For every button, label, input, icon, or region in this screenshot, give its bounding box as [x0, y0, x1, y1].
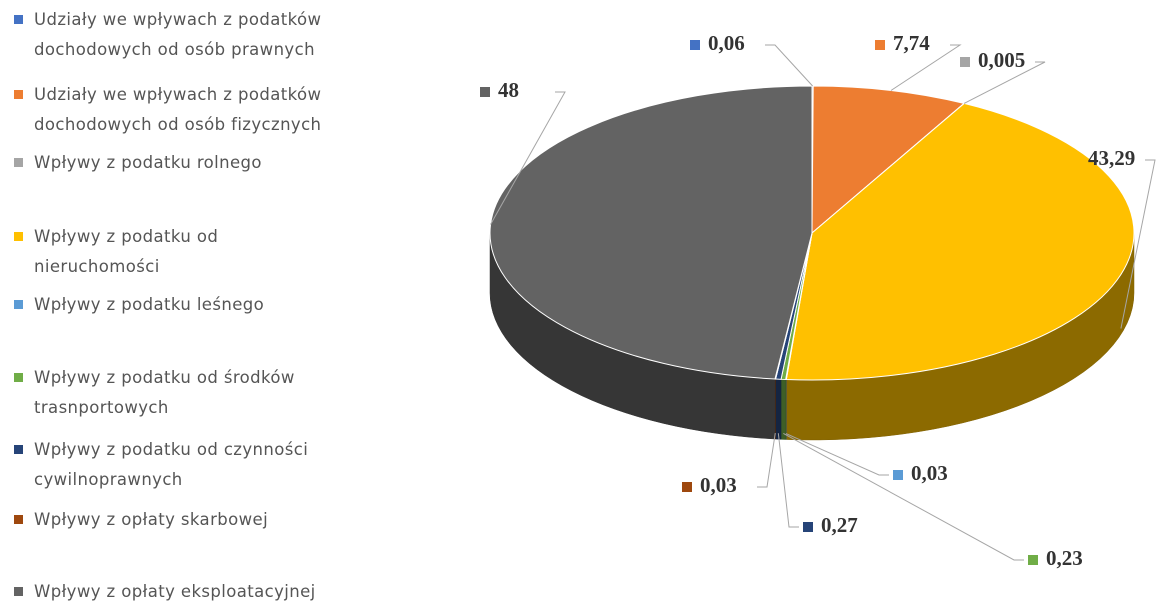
label-swatch: [893, 470, 903, 480]
data-label: 48: [498, 78, 519, 102]
legend-swatch: [14, 445, 23, 454]
label-swatch: [803, 522, 813, 532]
leader-line: [490, 91, 566, 225]
legend-swatch: [14, 373, 23, 382]
legend-item: Wpływy z podatku leśnego: [14, 290, 374, 320]
legend-swatch: [14, 587, 23, 596]
legend-label: Udziały we wpływach z podatków dochodowy…: [34, 10, 322, 59]
label-swatch: [1070, 155, 1080, 165]
data-label: 0,27: [821, 513, 858, 537]
legend-label: Wpływy z podatku od czynności cywilnopra…: [34, 440, 309, 489]
legend-swatch: [14, 515, 23, 524]
legend-item: Udziały we wpływach z podatków dochodowy…: [14, 5, 374, 65]
legend-item: Wpływy z podatku rolnego: [14, 148, 374, 178]
legend-swatch: [14, 158, 23, 167]
legend-label: Udziały we wpływach z podatków dochodowy…: [34, 85, 322, 134]
leader-line: [890, 44, 962, 91]
legend-swatch: [14, 300, 23, 309]
legend-item: Wpływy z podatku od nieruchomości: [14, 222, 254, 282]
data-label: 43,29: [1088, 146, 1135, 170]
slice: [811, 85, 966, 235]
leader-line: [757, 432, 776, 488]
legend-item: Udziały we wpływach z podatków dochodowy…: [14, 80, 374, 140]
leader-line: [783, 432, 1024, 561]
legend-label: Wpływy z podatku leśnego: [34, 295, 265, 314]
leader-line: [963, 61, 1046, 104]
label-swatch: [960, 57, 970, 67]
legend-label: Wpływy z opłaty skarbowej: [34, 510, 269, 529]
legend-swatch: [14, 232, 23, 241]
label-swatch: [1028, 555, 1038, 565]
label-swatch: [690, 40, 700, 50]
legend-item: Wpływy z opłaty skarbowej: [14, 505, 374, 535]
data-label: 7,74: [893, 31, 930, 55]
legend-label: Wpływy z opłaty eksploatacyjnej: [34, 582, 316, 601]
label-swatch: [480, 87, 490, 97]
legend-item: Wpływy z opłaty eksploatacyjnej: [14, 577, 374, 607]
legend-swatch: [14, 90, 23, 99]
slice-side: [780, 379, 786, 440]
legend-label: Wpływy z podatku od środków trasnportowy…: [34, 368, 295, 417]
legend-item: Wpływy z podatku od środków trasnportowy…: [14, 363, 344, 423]
leader-line: [765, 44, 813, 87]
legend-label: Wpływy z podatku rolnego: [34, 153, 262, 172]
data-label: 0,06: [708, 31, 745, 55]
label-swatch: [875, 40, 885, 50]
label-swatch: [682, 482, 692, 492]
legend-item: Wpływy z podatku od czynności cywilnopra…: [14, 435, 344, 495]
legend-swatch: [14, 15, 23, 24]
data-label: 0,23: [1046, 546, 1083, 570]
slice-side: [775, 378, 782, 440]
pie-tops: [489, 85, 1135, 381]
slice: [785, 102, 1135, 381]
data-label: 0,03: [700, 473, 737, 497]
leader-line: [1120, 159, 1156, 329]
leader-line: [785, 433, 889, 476]
data-label: 0,03: [911, 461, 948, 485]
legend-label: Wpływy z podatku od nieruchomości: [34, 227, 219, 276]
leader-line: [777, 433, 799, 528]
data-label: 0,005: [978, 48, 1025, 72]
